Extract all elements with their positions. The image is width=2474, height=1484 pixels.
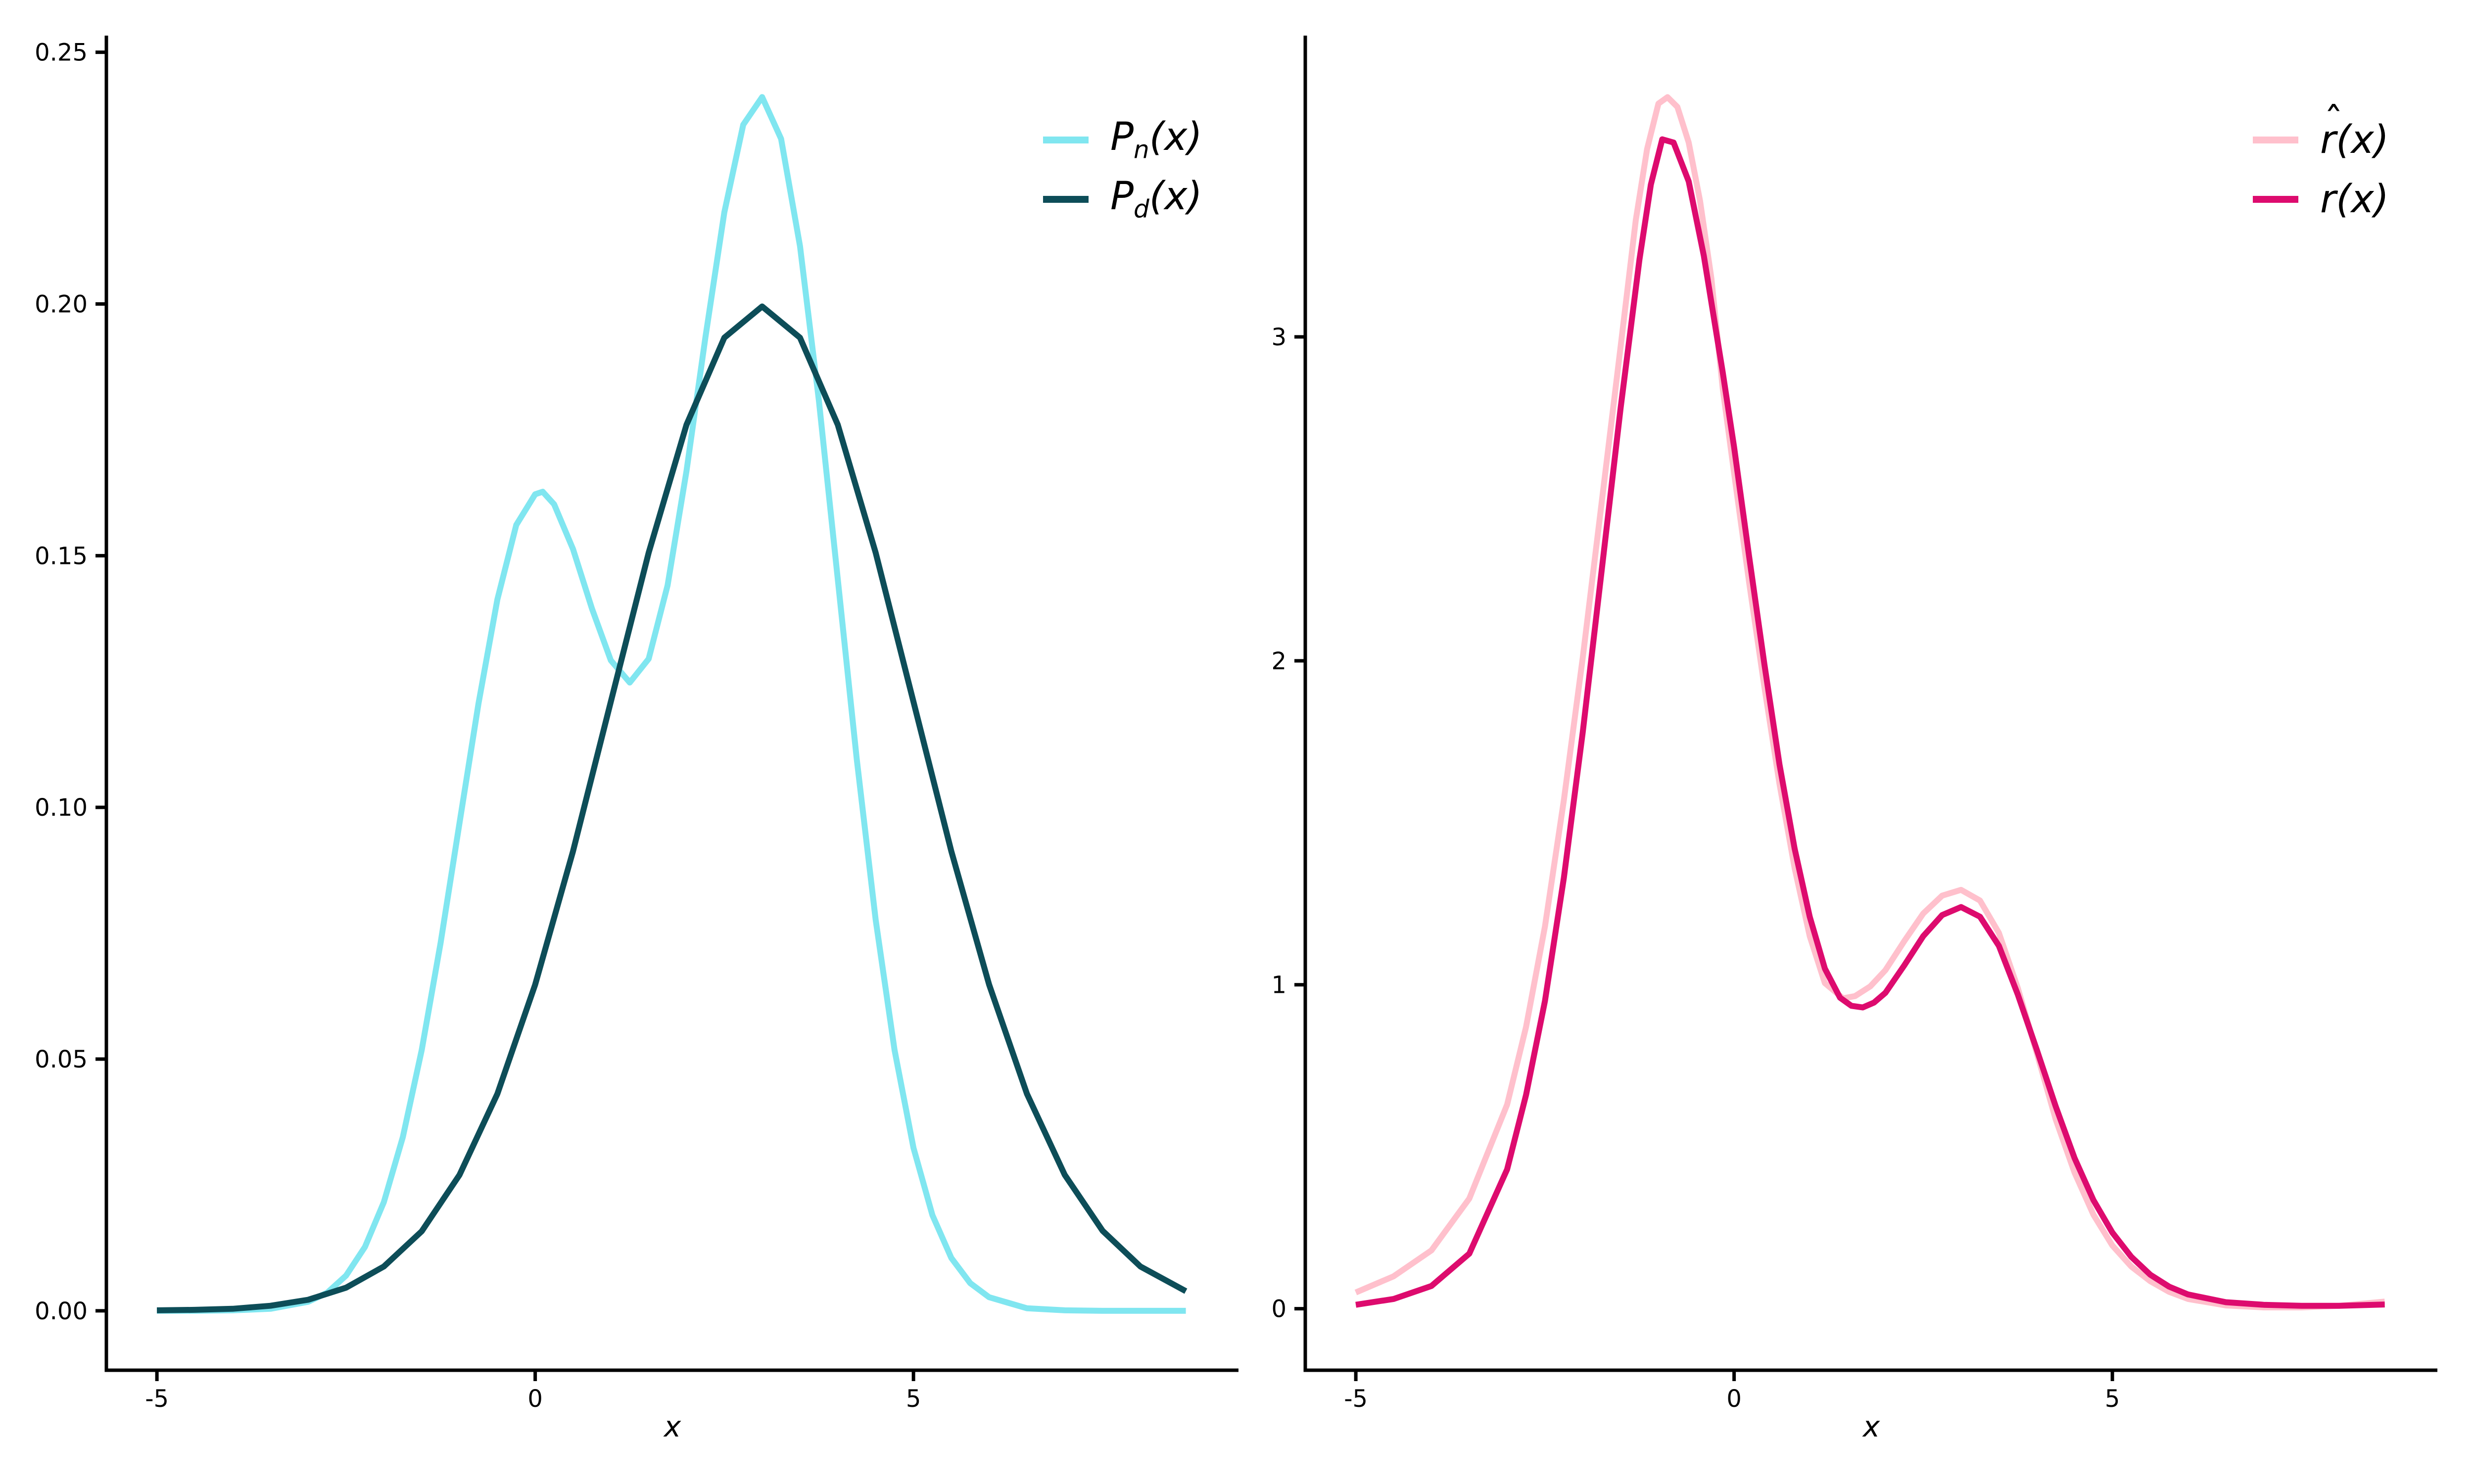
x-tick-label: 0 bbox=[1726, 1385, 1742, 1413]
y-tick-label: 0.00 bbox=[35, 1298, 88, 1325]
legend-swatch-pn bbox=[1043, 137, 1089, 143]
hat-accent: ˆ bbox=[2324, 100, 2343, 145]
y-tick-label: 1 bbox=[1271, 972, 1286, 999]
panel-left-densities: -5 0 5 0.00 0.05 0.10 0.15 0.20 0.25 bbox=[35, 36, 1238, 1413]
y-tick-label: 0.10 bbox=[35, 794, 88, 822]
y-tick-label: 3 bbox=[1271, 324, 1286, 351]
legend-right: ˆ r(x) r(x) bbox=[2253, 100, 2389, 229]
y-tick-label: 0.25 bbox=[35, 39, 88, 67]
x-tick-label: -5 bbox=[145, 1385, 169, 1413]
panel-right-ratio: -5 0 5 0 1 2 3 bbox=[1271, 36, 2437, 1413]
y-tick-label: 0.15 bbox=[35, 542, 88, 570]
y-tick-label: 0.05 bbox=[35, 1046, 88, 1073]
legend-swatch-rhat bbox=[2253, 137, 2298, 143]
legend-label-rhat: ˆ r(x) bbox=[2320, 100, 2389, 162]
curve-pn bbox=[157, 94, 1186, 1314]
legend-item-pd: Pd(x) bbox=[1043, 170, 1202, 229]
x-axis-label-right: x bbox=[1862, 1410, 1880, 1443]
legend-left: Pn(x) Pd(x) bbox=[1043, 110, 1202, 229]
x-tick-label: -5 bbox=[1344, 1385, 1368, 1413]
legend-item-r: r(x) bbox=[2253, 170, 2389, 229]
x-tick-label: 0 bbox=[527, 1385, 543, 1413]
legend-item-rhat: ˆ r(x) bbox=[2253, 100, 2389, 170]
x-tick-label: 5 bbox=[2105, 1385, 2120, 1413]
y-tick-label: 2 bbox=[1271, 648, 1286, 675]
y-tick-label: 0.20 bbox=[35, 290, 88, 318]
legend-label-r: r(x) bbox=[2320, 177, 2389, 222]
curve-r bbox=[1355, 136, 2385, 1309]
x-tick-label: 5 bbox=[906, 1385, 921, 1413]
curve-rhat bbox=[1354, 94, 2385, 1310]
legend-label-pd: Pd(x) bbox=[1110, 174, 1202, 224]
legend-swatch-r bbox=[2253, 196, 2298, 203]
legend-item-pn: Pn(x) bbox=[1043, 110, 1202, 170]
legend-swatch-pd bbox=[1043, 196, 1089, 203]
curve-pd bbox=[157, 303, 1188, 1313]
legend-label-pn: Pn(x) bbox=[1110, 115, 1202, 164]
x-axis-label-left: x bbox=[664, 1410, 681, 1443]
y-tick-label: 0 bbox=[1271, 1296, 1286, 1323]
